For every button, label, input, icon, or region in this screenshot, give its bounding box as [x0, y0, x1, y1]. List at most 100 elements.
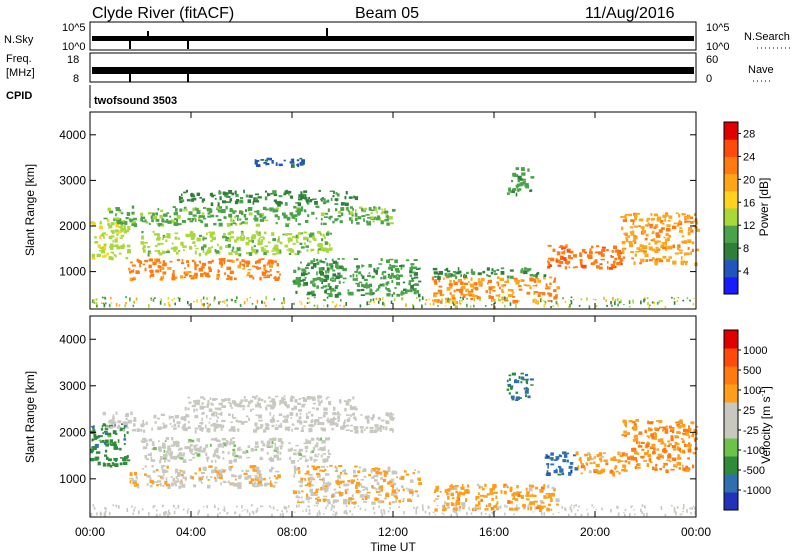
heatmap-cell [624, 422, 628, 426]
heatmap-cell [202, 406, 205, 410]
heatmap-cell [429, 303, 432, 305]
heatmap-cell [201, 215, 205, 218]
heatmap-cell [287, 233, 293, 236]
heatmap-cell [295, 495, 299, 499]
heatmap-cell [562, 297, 564, 300]
heatmap-cell [295, 504, 298, 508]
heatmap-cell [310, 414, 314, 417]
heatmap-cell [234, 512, 236, 515]
heatmap-cell [269, 480, 272, 484]
heatmap-cell [247, 200, 250, 203]
heatmap-cell [317, 496, 320, 499]
heatmap-cell [296, 279, 302, 283]
heatmap-cell [244, 420, 248, 423]
heatmap-cell [218, 250, 221, 255]
heatmap-cell [589, 248, 592, 252]
heatmap-cell [175, 443, 180, 448]
heatmap-cell [296, 281, 301, 285]
heatmap-cell [646, 463, 650, 467]
heatmap-cell [201, 303, 204, 306]
heatmap-cell [641, 448, 645, 451]
heatmap-cell [240, 399, 244, 402]
heatmap-cell [311, 396, 316, 400]
heatmap-cell [236, 217, 239, 221]
x-axis: 00:00 04:00 08:00 12:00 16:00 20:00 00:00 [75, 112, 711, 539]
heatmap-region [620, 212, 700, 267]
heatmap-cell [409, 274, 413, 277]
heatmap-cell [529, 503, 533, 506]
colorbar-segment [724, 420, 738, 439]
heatmap-cell [274, 481, 278, 484]
heatmap-cell [379, 428, 382, 432]
heatmap-cell [253, 485, 258, 488]
heatmap-cell [334, 465, 337, 469]
heatmap-cell [326, 249, 329, 253]
heatmap-cell [185, 189, 188, 193]
heatmap-cell [475, 496, 480, 499]
heatmap-cell [509, 486, 513, 491]
heatmap-cell [660, 300, 663, 302]
heatmap-cell [213, 451, 216, 455]
heatmap-cell [320, 233, 323, 236]
heatmap-cell [152, 215, 157, 219]
heatmap-cell [491, 508, 495, 511]
heatmap-cell [213, 298, 215, 302]
heatmap-cell [665, 469, 669, 474]
heatmap-cell [317, 448, 322, 451]
heatmap-cell [257, 403, 262, 407]
heatmap-cell [212, 422, 217, 427]
heatmap-cell [155, 269, 160, 273]
heatmap-cell [194, 430, 197, 434]
heatmap-cell [157, 250, 161, 254]
heatmap-cell [144, 259, 149, 263]
heatmap-cell [332, 260, 337, 264]
heatmap-cell [357, 216, 362, 220]
heatmap-cell [589, 456, 592, 460]
x-tick-label: 00:00 [75, 525, 105, 539]
heatmap-cell [207, 484, 211, 489]
heatmap-cell [154, 421, 157, 424]
heatmap-cell [400, 290, 404, 294]
heatmap-cell [92, 446, 96, 450]
heatmap-cell [279, 457, 282, 461]
heatmap-cell [477, 278, 481, 281]
heatmap-cell [370, 469, 373, 474]
heatmap-cell [188, 304, 191, 306]
heatmap-cell [689, 216, 693, 219]
heatmap-cell [451, 274, 456, 277]
heatmap-cell [157, 208, 160, 211]
heatmap-cell [226, 304, 228, 307]
colorbar-tick-label: 24 [743, 151, 755, 163]
heatmap-cell [198, 438, 201, 443]
heatmap-cell [303, 242, 306, 245]
heatmap-cell [342, 277, 347, 280]
heatmap-cell [207, 260, 212, 264]
heatmap-cell [557, 473, 562, 476]
heatmap-cell [298, 198, 300, 201]
heatmap-cell [248, 481, 253, 485]
heatmap-cell [380, 419, 385, 422]
heatmap-cell [249, 296, 252, 299]
heatmap-cell [322, 260, 326, 264]
heatmap-cell [135, 297, 138, 301]
heatmap-cell [359, 304, 362, 308]
heatmap-cell [682, 260, 686, 263]
heatmap-cell [183, 221, 186, 223]
heatmap-cell [383, 478, 387, 483]
heatmap-cell [621, 452, 626, 456]
colorbar-segment [724, 276, 738, 295]
heatmap-cell [672, 457, 677, 462]
heatmap-cell [265, 250, 269, 253]
heatmap-cell [268, 457, 272, 461]
heatmap-cell [214, 438, 217, 441]
heatmap-cell [370, 212, 373, 215]
heatmap-cell [349, 510, 351, 513]
heatmap-cell [480, 485, 483, 489]
heatmap-cell [336, 267, 340, 270]
heatmap-cell [214, 466, 218, 470]
heatmap-cell [234, 190, 237, 195]
heatmap-cell [547, 484, 550, 489]
heatmap-cell [383, 275, 387, 280]
heatmap-cell [644, 296, 646, 300]
heatmap-cell [322, 453, 327, 455]
